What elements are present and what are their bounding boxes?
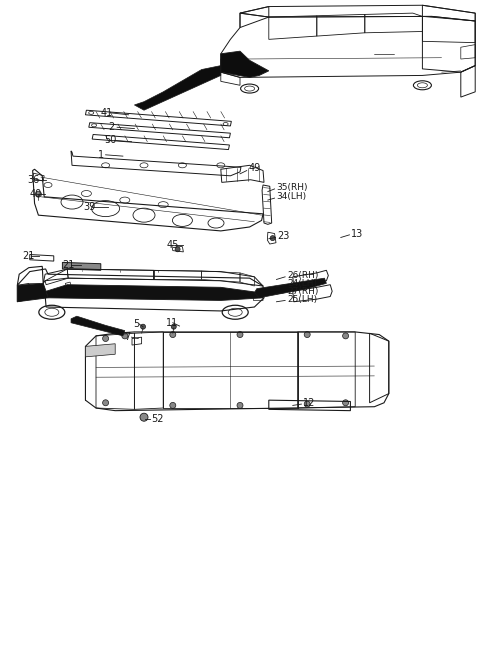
Circle shape	[140, 413, 148, 421]
Text: 13: 13	[351, 228, 364, 239]
Polygon shape	[17, 283, 48, 302]
Text: 36: 36	[27, 174, 39, 185]
Polygon shape	[134, 66, 221, 110]
Text: 2: 2	[108, 122, 115, 133]
Text: 21: 21	[22, 251, 35, 261]
Circle shape	[171, 324, 176, 329]
Text: 52: 52	[151, 413, 163, 424]
Polygon shape	[254, 278, 326, 298]
Circle shape	[304, 401, 310, 407]
Text: 12: 12	[303, 398, 316, 408]
Polygon shape	[221, 51, 269, 77]
Text: 35(RH): 35(RH)	[276, 183, 308, 192]
Text: 7: 7	[124, 332, 130, 342]
Text: 34(LH): 34(LH)	[276, 192, 307, 201]
Circle shape	[343, 400, 348, 406]
Text: 5: 5	[133, 319, 140, 329]
Circle shape	[141, 324, 145, 329]
Text: 26(RH): 26(RH)	[287, 271, 318, 280]
Circle shape	[170, 331, 176, 338]
Text: 27(RH): 27(RH)	[287, 287, 318, 296]
Circle shape	[237, 402, 243, 409]
Polygon shape	[85, 344, 115, 357]
Circle shape	[175, 247, 180, 252]
Circle shape	[36, 191, 41, 197]
Circle shape	[237, 331, 243, 338]
Circle shape	[343, 333, 348, 339]
Text: 45: 45	[166, 240, 179, 251]
Circle shape	[270, 236, 275, 241]
Text: 50: 50	[105, 135, 117, 146]
Polygon shape	[71, 316, 125, 336]
Text: 23: 23	[277, 231, 290, 241]
Text: 41: 41	[101, 108, 113, 118]
Text: 39: 39	[84, 202, 96, 213]
Circle shape	[103, 400, 108, 406]
Text: 1: 1	[98, 150, 104, 160]
Text: 25(LH): 25(LH)	[287, 295, 317, 304]
Circle shape	[122, 333, 128, 339]
Text: 24(LH): 24(LH)	[287, 279, 317, 288]
Text: 49: 49	[249, 163, 261, 173]
Circle shape	[103, 335, 108, 342]
Circle shape	[304, 331, 310, 338]
Polygon shape	[46, 285, 263, 300]
Text: 11: 11	[166, 318, 179, 328]
Circle shape	[170, 402, 176, 409]
Text: 21: 21	[62, 260, 75, 270]
Text: 40: 40	[30, 189, 42, 199]
Polygon shape	[62, 262, 101, 270]
